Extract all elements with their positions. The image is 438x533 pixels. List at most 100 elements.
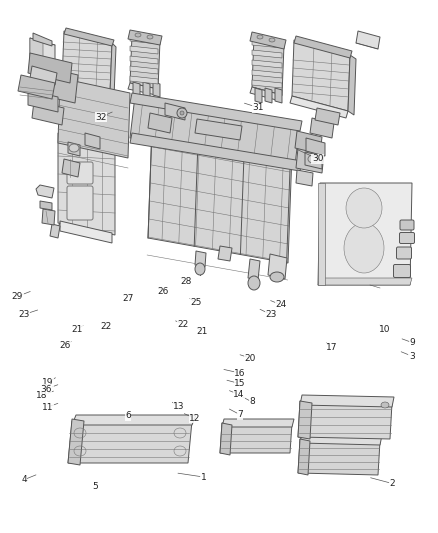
Polygon shape xyxy=(130,46,158,54)
Text: 27: 27 xyxy=(122,294,134,303)
Text: 22: 22 xyxy=(177,320,189,328)
Polygon shape xyxy=(195,119,242,140)
Text: 11: 11 xyxy=(42,403,53,411)
Text: 31: 31 xyxy=(253,103,264,112)
Polygon shape xyxy=(165,103,185,120)
Polygon shape xyxy=(72,415,196,425)
Polygon shape xyxy=(58,78,130,158)
Text: 7: 7 xyxy=(237,410,243,419)
Polygon shape xyxy=(318,278,412,285)
Text: 15: 15 xyxy=(234,379,246,388)
Polygon shape xyxy=(294,36,352,58)
FancyBboxPatch shape xyxy=(399,232,414,244)
Text: 5: 5 xyxy=(92,482,99,491)
Polygon shape xyxy=(310,118,334,138)
Polygon shape xyxy=(30,38,55,75)
Polygon shape xyxy=(265,88,272,103)
Polygon shape xyxy=(218,246,232,261)
Polygon shape xyxy=(110,43,116,97)
Polygon shape xyxy=(220,423,232,455)
Polygon shape xyxy=(36,185,54,198)
Polygon shape xyxy=(298,439,310,475)
Polygon shape xyxy=(290,96,348,118)
Polygon shape xyxy=(268,254,287,279)
Text: 28: 28 xyxy=(180,277,192,286)
Polygon shape xyxy=(296,148,324,173)
Polygon shape xyxy=(305,152,322,169)
Polygon shape xyxy=(252,50,282,58)
Polygon shape xyxy=(85,133,100,149)
Text: 13: 13 xyxy=(173,402,184,410)
Polygon shape xyxy=(306,138,325,156)
Polygon shape xyxy=(298,401,392,439)
Text: 3: 3 xyxy=(409,352,415,360)
Polygon shape xyxy=(195,251,206,267)
Text: 23: 23 xyxy=(265,310,276,319)
Text: 21: 21 xyxy=(197,327,208,336)
Text: 2: 2 xyxy=(389,479,395,488)
Polygon shape xyxy=(32,65,78,103)
Polygon shape xyxy=(300,433,382,445)
Text: 25: 25 xyxy=(191,298,202,307)
Polygon shape xyxy=(148,113,172,133)
Text: 8: 8 xyxy=(249,398,255,406)
Ellipse shape xyxy=(269,38,275,42)
Polygon shape xyxy=(252,40,282,48)
Text: 20: 20 xyxy=(245,354,256,362)
Text: 26: 26 xyxy=(59,341,71,350)
Polygon shape xyxy=(30,38,43,72)
FancyBboxPatch shape xyxy=(393,264,410,278)
Text: 26: 26 xyxy=(157,287,169,295)
Polygon shape xyxy=(50,224,60,238)
Text: 6: 6 xyxy=(125,411,131,420)
Text: 12: 12 xyxy=(189,414,201,423)
Ellipse shape xyxy=(69,144,79,152)
Text: 19: 19 xyxy=(42,378,53,387)
Polygon shape xyxy=(64,28,114,46)
Text: 16: 16 xyxy=(234,369,246,377)
Polygon shape xyxy=(250,87,282,101)
Ellipse shape xyxy=(346,188,382,228)
Polygon shape xyxy=(148,128,292,263)
Text: 18: 18 xyxy=(36,391,47,400)
Ellipse shape xyxy=(257,35,263,39)
Polygon shape xyxy=(275,88,282,103)
Polygon shape xyxy=(252,60,282,68)
Ellipse shape xyxy=(180,111,184,115)
Polygon shape xyxy=(33,33,52,46)
Polygon shape xyxy=(153,82,160,97)
Polygon shape xyxy=(252,37,284,95)
Polygon shape xyxy=(128,83,158,95)
Text: 30: 30 xyxy=(312,155,323,163)
Polygon shape xyxy=(62,31,112,93)
Polygon shape xyxy=(220,423,292,453)
Text: 9: 9 xyxy=(410,338,416,347)
Polygon shape xyxy=(252,70,282,78)
Polygon shape xyxy=(42,209,55,225)
Polygon shape xyxy=(18,75,55,99)
Ellipse shape xyxy=(135,33,141,37)
Polygon shape xyxy=(30,66,57,85)
Polygon shape xyxy=(255,88,262,103)
Text: 10: 10 xyxy=(379,325,390,334)
Polygon shape xyxy=(315,108,340,125)
Polygon shape xyxy=(356,31,380,49)
Polygon shape xyxy=(28,53,72,83)
Ellipse shape xyxy=(270,272,284,282)
Polygon shape xyxy=(40,201,52,210)
Text: 29: 29 xyxy=(12,292,23,301)
Ellipse shape xyxy=(381,402,389,408)
Polygon shape xyxy=(58,133,115,235)
Ellipse shape xyxy=(195,263,205,275)
Polygon shape xyxy=(130,93,302,131)
Polygon shape xyxy=(130,56,158,64)
Polygon shape xyxy=(222,419,294,427)
Ellipse shape xyxy=(177,108,187,118)
FancyBboxPatch shape xyxy=(396,247,411,259)
Polygon shape xyxy=(60,221,112,243)
Polygon shape xyxy=(248,259,260,280)
Polygon shape xyxy=(62,159,80,177)
Polygon shape xyxy=(32,101,64,125)
Polygon shape xyxy=(298,439,380,475)
Text: 21: 21 xyxy=(71,325,82,334)
